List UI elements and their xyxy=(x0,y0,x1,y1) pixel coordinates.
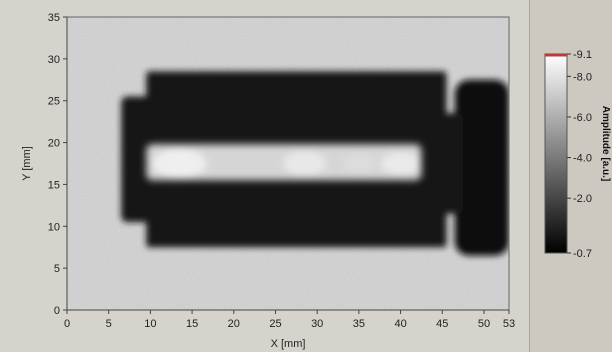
y-tick-label: 30 xyxy=(48,54,60,66)
y-axis-title: Y [mm] xyxy=(21,146,33,181)
x-tick-label: 5 xyxy=(106,318,112,330)
colorbar-tick-label: -9.1 xyxy=(573,49,592,61)
y-tick-label: 10 xyxy=(48,221,60,233)
y-tick-label: 20 xyxy=(48,138,60,150)
colorbar-tick-label: -6.0 xyxy=(573,112,592,124)
y-tick-label: 35 xyxy=(48,12,60,24)
y-tick-label: 5 xyxy=(54,263,60,275)
colorbar-gradient xyxy=(544,53,568,254)
x-tick-label: 25 xyxy=(269,318,281,330)
colorbar-max-marker xyxy=(545,54,567,57)
x-tick-label: 53 xyxy=(503,318,515,330)
slot-bulge-2 xyxy=(282,151,327,176)
x-axis-title: X [mm] xyxy=(271,338,306,350)
y-tick-label: 15 xyxy=(48,179,60,191)
colorbar-tick-label: -8.0 xyxy=(573,71,592,83)
x-tick-label: 15 xyxy=(186,318,198,330)
slot-bulge-3 xyxy=(342,154,376,173)
x-tick-label: 50 xyxy=(478,318,490,330)
colorbar-tick-label: -2.0 xyxy=(573,193,592,205)
x-tick-label: 30 xyxy=(311,318,323,330)
x-tick-label: 10 xyxy=(144,318,156,330)
x-tick-label: 45 xyxy=(436,318,448,330)
y-axis: 0 5 10 15 20 25 30 35 xyxy=(48,12,68,317)
x-tick-label: 0 xyxy=(64,318,70,330)
side-panel xyxy=(529,0,612,352)
y-tick-label: 0 xyxy=(54,305,60,317)
slot-bulge-1 xyxy=(152,148,207,179)
slot-bulge-4 xyxy=(380,152,421,175)
colorbar-title: Amplitude [a.u.] xyxy=(600,106,611,182)
colorbar-tick-label: -0.7 xyxy=(573,248,592,260)
holder-region xyxy=(454,79,509,256)
colorbar: -0.7 -2.0 -4.0 -6.0 -8.0 -9.1 xyxy=(544,49,592,260)
y-tick-label: 25 xyxy=(48,96,60,108)
x-axis: 0 5 10 15 20 25 30 35 40 45 50 53 xyxy=(64,309,515,330)
x-tick-label: 35 xyxy=(353,318,365,330)
x-tick-label: 40 xyxy=(394,318,406,330)
plot-area xyxy=(67,17,509,310)
x-tick-label: 20 xyxy=(228,318,240,330)
colorbar-tick-label: -4.0 xyxy=(573,153,592,165)
